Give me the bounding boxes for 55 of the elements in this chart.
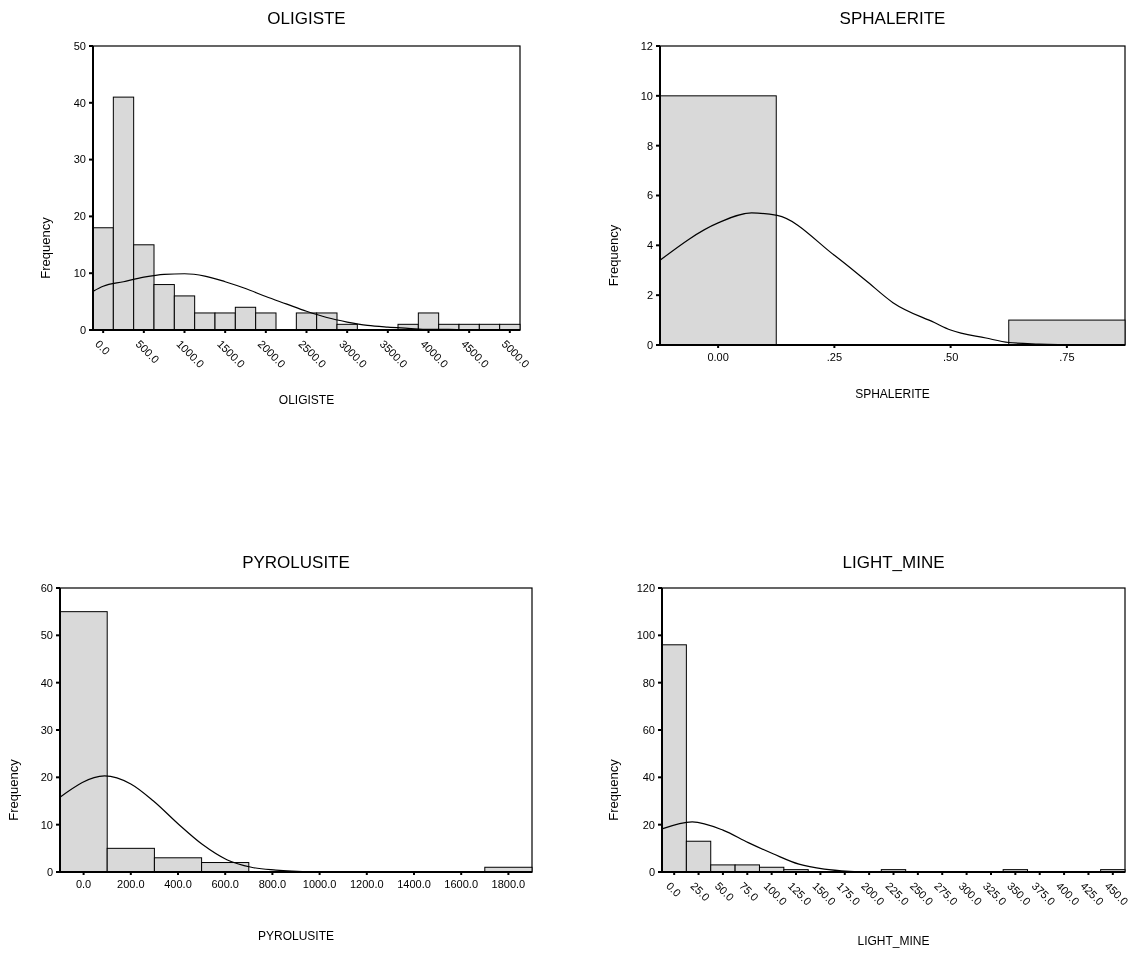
y-tick-label: 50 (40, 629, 53, 642)
y-tick-label: 60 (40, 581, 53, 594)
y-tick-label: 4 (646, 239, 653, 252)
y-tick-label: 30 (73, 153, 86, 166)
y-tick-label: 8 (646, 139, 653, 152)
y-tick-label: 20 (73, 210, 86, 223)
x-tick-label: 800.0 (258, 878, 287, 890)
x-tick-label: 1000.0 (302, 878, 337, 890)
x-tick-label: 1600.0 (444, 878, 479, 890)
x-tick-label: 1200.0 (349, 878, 384, 890)
y-tick-label: 40 (40, 676, 53, 689)
x-axis-title: LIGHT_MINE (857, 934, 930, 948)
y-tick-label: 20 (40, 771, 53, 784)
chart-title: LIGHT_MINE (842, 553, 945, 572)
y-tick-label: 10 (73, 267, 86, 280)
y-axis-title: Frequency (38, 216, 53, 279)
x-tick-label: .25 (826, 351, 843, 363)
y-tick-label: 0 (648, 865, 655, 878)
chart-title: PYROLUSITE (242, 553, 350, 572)
y-axis-title: Frequency (6, 758, 21, 821)
chart-title: SPHALERITE (839, 9, 946, 28)
x-tick-label: 0.0 (75, 878, 92, 890)
x-tick-label: 0.0 (664, 879, 684, 899)
y-tick-label: 120 (636, 581, 655, 594)
y-tick-label: 0 (46, 865, 53, 878)
y-tick-label: 40 (73, 96, 86, 109)
y-tick-label: 20 (642, 818, 655, 831)
y-tick-label: 6 (646, 189, 653, 202)
x-axis-title: SPHALERITE (855, 387, 930, 401)
y-tick-label: 30 (40, 723, 53, 736)
y-tick-label: 12 (640, 39, 653, 52)
y-axis-title: Frequency (606, 224, 621, 287)
y-tick-label: 0 (646, 338, 653, 351)
y-tick-label: 0 (79, 323, 86, 336)
x-tick-label: 0.00 (707, 351, 729, 363)
x-tick-label: 0.0 (93, 337, 113, 357)
x-tick-label: .50 (942, 351, 959, 363)
y-tick-label: 2 (646, 289, 653, 302)
x-tick-label: 400.0 (164, 878, 192, 890)
x-tick-label: 1800.0 (491, 878, 526, 890)
x-axis-title: OLIGISTE (278, 393, 335, 407)
x-axis-title: PYROLUSITE (257, 929, 335, 943)
chart-title: OLIGISTE (267, 9, 346, 28)
y-tick-label: 60 (642, 723, 655, 736)
y-tick-label: 100 (636, 629, 655, 642)
y-tick-label: 80 (642, 676, 655, 689)
y-tick-label: 50 (73, 39, 86, 52)
y-tick-label: 40 (642, 771, 655, 784)
y-tick-label: 10 (40, 818, 53, 831)
x-tick-label: 1400.0 (397, 878, 431, 890)
y-tick-label: 10 (640, 89, 653, 102)
x-tick-label: .75 (1059, 351, 1075, 363)
x-tick-label: 200.0 (117, 878, 145, 890)
y-axis-title: Frequency (606, 758, 621, 821)
x-tick-label: 600.0 (211, 878, 239, 890)
